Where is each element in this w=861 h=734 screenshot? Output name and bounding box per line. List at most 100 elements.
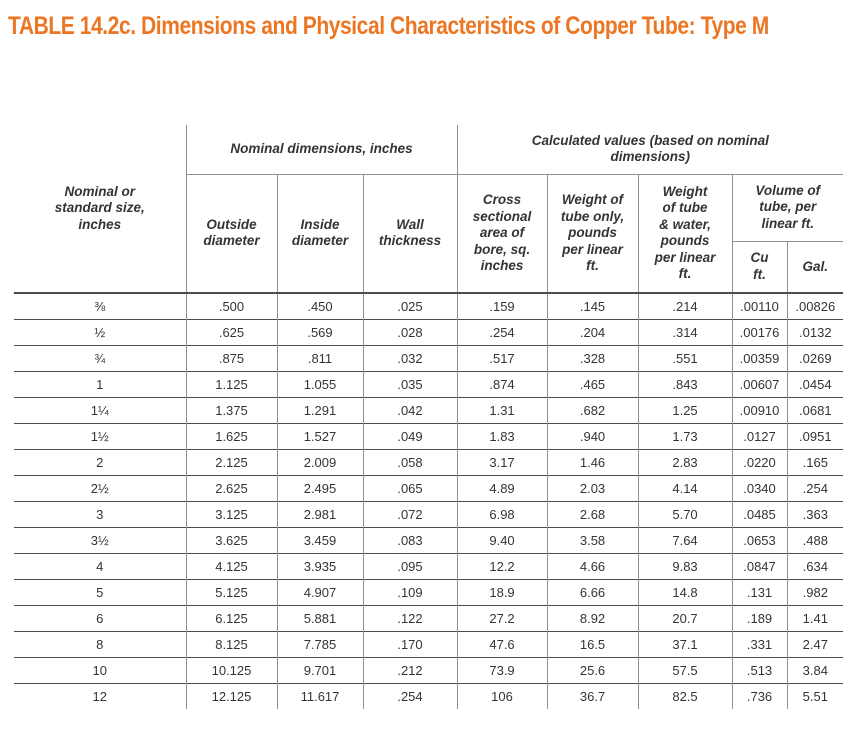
cell-weight-tube-water: 1.25 xyxy=(637,397,733,424)
cell-cross-sectional-area: 1.31 xyxy=(456,397,548,424)
cell-cross-sectional-area: .874 xyxy=(456,371,548,398)
cell-inside-diameter: .811 xyxy=(276,345,363,372)
header-gal: Gal. xyxy=(786,241,844,293)
cell-cross-sectional-area: 1.83 xyxy=(456,423,548,450)
cell-outside-diameter: 10.125 xyxy=(185,657,277,684)
cell-weight-tube-water: 57.5 xyxy=(637,657,733,684)
cell-cross-sectional-area: 27.2 xyxy=(456,605,548,632)
cell-inside-diameter: 1.291 xyxy=(276,397,363,424)
cell-inside-diameter: 7.785 xyxy=(276,631,363,658)
cell-inside-diameter: 1.055 xyxy=(276,371,363,398)
cell-volume-cu-ft: .131 xyxy=(731,579,788,606)
cell-cross-sectional-area: 6.98 xyxy=(456,501,548,528)
table-row: ⅜ .500.450.025.159.145.214.00110.00826 xyxy=(14,292,844,320)
cell-size: 8 xyxy=(14,631,186,658)
cell-weight-tube-water: 1.73 xyxy=(637,423,733,450)
cell-cross-sectional-area: 3.17 xyxy=(456,449,548,476)
cell-volume-gal: .165 xyxy=(786,449,844,476)
cell-inside-diameter: 3.459 xyxy=(276,527,363,554)
cell-weight-tube-water: 82.5 xyxy=(637,683,733,709)
cell-outside-diameter: 2.125 xyxy=(185,449,277,476)
cell-outside-diameter: .875 xyxy=(185,345,277,372)
cell-weight-tube-only: 1.46 xyxy=(546,449,639,476)
cell-inside-diameter: .569 xyxy=(276,319,363,346)
table-row: 5 5.125 4.907.109 18.9 6.66 14.8.131.982 xyxy=(14,579,844,606)
cell-inside-diameter: 2.495 xyxy=(276,475,363,502)
cell-volume-gal: .254 xyxy=(786,475,844,502)
header-cu-ft: Cu ft. xyxy=(731,241,788,293)
cell-outside-diameter: 6.125 xyxy=(185,605,277,632)
cell-volume-gal: 2.47 xyxy=(786,631,844,658)
cell-weight-tube-only: .940 xyxy=(546,423,639,450)
table-row: 4 4.125 3.935.095 12.2 4.66 9.83.0847.634 xyxy=(14,553,844,580)
cell-outside-diameter: 1.375 xyxy=(185,397,277,424)
header-group-nominal-dimensions: Nominal dimensions, inches xyxy=(185,125,458,175)
cell-weight-tube-only: 8.92 xyxy=(546,605,639,632)
cell-outside-diameter: 1.125 xyxy=(185,371,277,398)
cell-weight-tube-only: 16.5 xyxy=(546,631,639,658)
header-inside-diameter: Inside diameter xyxy=(276,174,363,293)
cell-wall-thickness: .212 xyxy=(362,657,458,684)
header-nominal-size: Nominal or standard size, inches xyxy=(54,183,145,232)
cell-volume-cu-ft: .0127 xyxy=(731,423,788,450)
cell-volume-gal: .0951 xyxy=(786,423,844,450)
cell-weight-tube-water: .843 xyxy=(637,371,733,398)
cell-wall-thickness: .083 xyxy=(362,527,458,554)
cell-outside-diameter: 1.625 xyxy=(185,423,277,450)
cell-volume-cu-ft: .0340 xyxy=(731,475,788,502)
cell-inside-diameter: 2.009 xyxy=(276,449,363,476)
cell-size: 1¼ xyxy=(14,397,186,424)
cell-volume-cu-ft: .00910 xyxy=(731,397,788,424)
table-header: Nominal or standard size, inches Nominal… xyxy=(14,125,844,293)
cell-inside-diameter: 11.617 xyxy=(276,683,363,709)
cell-cross-sectional-area: 9.40 xyxy=(456,527,548,554)
sub-header-row: Outside diameter Inside diameter Wall th… xyxy=(14,174,844,293)
cell-weight-tube-water: 2.83 xyxy=(637,449,733,476)
cell-volume-gal: .363 xyxy=(786,501,844,528)
cell-wall-thickness: .042 xyxy=(362,397,458,424)
cell-weight-tube-water: 5.70 xyxy=(637,501,733,528)
cell-wall-thickness: .049 xyxy=(362,423,458,450)
cell-weight-tube-water: .314 xyxy=(637,319,733,346)
cell-size: 2½ xyxy=(14,475,186,502)
unit-header-row: Cu ft. Gal. xyxy=(14,241,844,293)
cell-inside-diameter: 2.981 xyxy=(276,501,363,528)
cell-volume-gal: .0269 xyxy=(786,345,844,372)
cell-inside-diameter: 3.935 xyxy=(276,553,363,580)
cell-wall-thickness: .109 xyxy=(362,579,458,606)
cell-weight-tube-only: .204 xyxy=(546,319,639,346)
cell-weight-tube-only: 4.66 xyxy=(546,553,639,580)
cell-cross-sectional-area: 47.6 xyxy=(456,631,548,658)
header-weight-tube-only: Weight of tube only, pounds per linear f… xyxy=(546,174,639,293)
table-body: ⅜ .500.450.025.159.145.214.00110.00826 ½ .6… xyxy=(14,292,844,709)
header-cross-sectional-area: Cross sectional area of bore, sq. inches xyxy=(456,174,548,293)
cell-wall-thickness: .035 xyxy=(362,371,458,398)
cell-volume-gal: .00826 xyxy=(786,292,844,320)
cell-size: 12 xyxy=(14,683,186,709)
cell-outside-diameter: .500 xyxy=(185,292,277,320)
cell-size: 4 xyxy=(14,553,186,580)
cell-weight-tube-only: .465 xyxy=(546,371,639,398)
table-row: 2 2.125 2.009.058 3.17 1.46 2.83.0220.165 xyxy=(14,449,844,476)
cell-size: 3 xyxy=(14,501,186,528)
cell-size: 5 xyxy=(14,579,186,606)
cell-weight-tube-only: 2.68 xyxy=(546,501,639,528)
cell-volume-gal: .488 xyxy=(786,527,844,554)
header-wall-thickness: Wall thickness xyxy=(362,174,458,293)
header-group-calculated-values: Calculated values (based on nominal dime… xyxy=(456,125,844,175)
cell-wall-thickness: .122 xyxy=(362,605,458,632)
cell-volume-gal: 3.84 xyxy=(786,657,844,684)
cell-size: 2 xyxy=(14,449,186,476)
cell-weight-tube-water: 20.7 xyxy=(637,605,733,632)
cell-volume-gal: .0681 xyxy=(786,397,844,424)
cell-volume-cu-ft: .00110 xyxy=(731,292,788,320)
cell-size: 10 xyxy=(14,657,186,684)
cell-volume-gal: 1.41 xyxy=(786,605,844,632)
header-outside-diameter: Outside diameter xyxy=(185,174,277,293)
header-weight-tube-water: Weight of tube & water, pounds per linea… xyxy=(637,174,733,293)
cell-size: 3½ xyxy=(14,527,186,554)
cell-volume-cu-ft: .513 xyxy=(731,657,788,684)
table-row: 2½ 2.625 2.495.065 4.89 2.03 4.14.0340.254 xyxy=(14,475,844,502)
cell-outside-diameter: 2.625 xyxy=(185,475,277,502)
cell-volume-cu-ft: .0653 xyxy=(731,527,788,554)
